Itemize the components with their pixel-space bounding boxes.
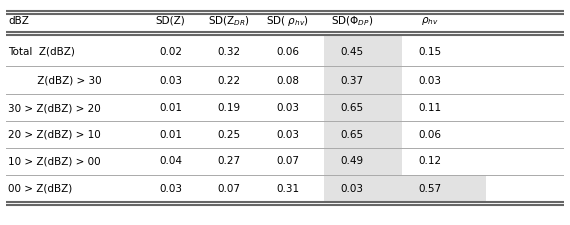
Text: 0.19: 0.19	[218, 103, 241, 113]
Text: dBZ: dBZ	[9, 16, 30, 26]
Text: 0.27: 0.27	[218, 156, 241, 166]
Text: 0.22: 0.22	[218, 76, 241, 86]
Text: 0.03: 0.03	[276, 103, 299, 113]
Text: 0.03: 0.03	[159, 184, 182, 194]
Text: Z(dBZ) > 30: Z(dBZ) > 30	[9, 76, 102, 86]
Text: 0.45: 0.45	[340, 47, 364, 57]
Text: 0.08: 0.08	[276, 76, 299, 86]
Text: Total  Z(dBZ): Total Z(dBZ)	[9, 47, 75, 57]
Text: 0.37: 0.37	[340, 76, 364, 86]
Text: 0.12: 0.12	[419, 156, 442, 166]
Text: 0.32: 0.32	[218, 47, 241, 57]
Text: 0.01: 0.01	[159, 130, 182, 140]
Text: 0.25: 0.25	[218, 130, 241, 140]
Text: 0.65: 0.65	[340, 130, 364, 140]
Text: 0.04: 0.04	[159, 156, 182, 166]
Text: SD(Z): SD(Z)	[156, 16, 185, 26]
Text: 0.31: 0.31	[276, 184, 299, 194]
Text: 0.03: 0.03	[419, 76, 442, 86]
Text: 0.03: 0.03	[159, 76, 182, 86]
Text: 20 > Z(dBZ) > 10: 20 > Z(dBZ) > 10	[9, 130, 101, 140]
Text: 00 > Z(dBZ): 00 > Z(dBZ)	[9, 184, 73, 194]
Text: SD(Z$_{DR}$): SD(Z$_{DR}$)	[208, 14, 250, 28]
Text: $\rho_{hv}$: $\rho_{hv}$	[421, 15, 439, 27]
Text: 0.07: 0.07	[218, 184, 241, 194]
Text: 0.03: 0.03	[276, 130, 299, 140]
Text: 0.07: 0.07	[276, 156, 299, 166]
Text: 0.06: 0.06	[276, 47, 299, 57]
Text: 0.65: 0.65	[340, 103, 364, 113]
Text: 0.11: 0.11	[419, 103, 442, 113]
Text: 0.06: 0.06	[419, 130, 442, 140]
Text: 0.49: 0.49	[340, 156, 364, 166]
Text: 30 > Z(dBZ) > 20: 30 > Z(dBZ) > 20	[9, 103, 101, 113]
Text: 0.03: 0.03	[340, 184, 364, 194]
Text: 0.57: 0.57	[419, 184, 442, 194]
Text: 0.02: 0.02	[159, 47, 182, 57]
Bar	[402, 175, 486, 202]
Text: 0.15: 0.15	[419, 47, 442, 57]
Bar	[324, 35, 402, 202]
Text: SD( $\rho_{hv}$): SD( $\rho_{hv}$)	[266, 14, 309, 28]
Text: 0.01: 0.01	[159, 103, 182, 113]
Text: 10 > Z(dBZ) > 00: 10 > Z(dBZ) > 00	[9, 156, 101, 166]
Text: SD($\Phi_{DP}$): SD($\Phi_{DP}$)	[331, 14, 373, 28]
